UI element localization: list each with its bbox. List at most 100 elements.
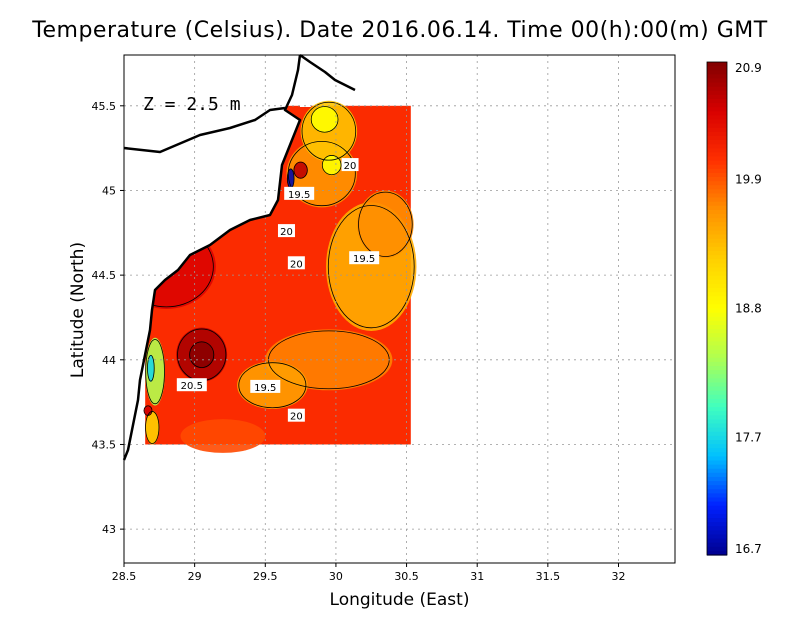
colorbar-segment [707, 246, 727, 252]
contour-label-box [349, 251, 380, 265]
colorbar-segment [707, 423, 727, 429]
colorbar-segment [707, 70, 727, 75]
colorbar-segment [707, 345, 727, 351]
colorbar-segment [707, 398, 727, 404]
coastline-path [123, 106, 286, 154]
colorbar-segment [707, 452, 727, 457]
colorbar-segment [707, 259, 727, 264]
colorbar-segment [707, 107, 727, 112]
colorbar-segment [707, 509, 727, 515]
colorbar-segment [707, 152, 727, 158]
contour-line [321, 155, 342, 176]
field-feature [310, 105, 339, 133]
colorbar-segment [707, 197, 727, 203]
colorbar-segment [707, 140, 727, 145]
y-tick-label: 45 [102, 184, 116, 197]
colorbar-tick-label: 19.9 [735, 172, 762, 186]
colorbar-segment [707, 144, 727, 149]
colorbar-segment [707, 353, 727, 359]
colorbar-segment [707, 185, 727, 190]
contour-label-box [287, 408, 305, 422]
y-tick-label: 43.5 [92, 438, 117, 451]
colorbar-segment [707, 316, 727, 322]
x-tick-label: 32 [611, 570, 625, 583]
contour-label-box [250, 379, 281, 393]
x-tick-label: 30.5 [394, 570, 419, 583]
colorbar-segment [707, 234, 727, 240]
colorbar-segment [707, 205, 727, 211]
field-feature [143, 405, 153, 416]
colorbar-segment [707, 218, 727, 223]
colorbar-tick-label: 18.8 [735, 302, 762, 316]
colorbar-segment [707, 172, 727, 178]
colorbar-segment [707, 464, 727, 470]
colorbar-segment [707, 407, 727, 412]
colorbar-segment [707, 431, 727, 437]
colorbar-segment [707, 357, 727, 363]
coastline [122, 53, 356, 461]
chart-title: Temperature (Celsius). Date 2016.06.14. … [32, 18, 768, 43]
colorbar-segment [707, 542, 727, 548]
colorbar-segment [707, 300, 727, 305]
plot-frame [123, 54, 676, 564]
field-feature [180, 419, 266, 453]
colorbar-segment [707, 90, 727, 96]
contour-line [358, 191, 413, 257]
colorbar-segment [707, 370, 727, 375]
colorbar-segment [707, 493, 727, 499]
y-tick-label: 44 [102, 354, 116, 367]
colorbar-segment [707, 82, 727, 88]
field-feature [145, 410, 160, 445]
colorbar-segment [707, 127, 727, 133]
colorbar-segment [707, 304, 727, 310]
x-tick-label: 29 [188, 570, 202, 583]
colorbar-segment [707, 448, 727, 453]
contour-label: 19.5 [254, 383, 276, 394]
colorbar-segment [707, 526, 727, 531]
colorbar-segment [707, 119, 727, 125]
colorbar-segment [707, 341, 727, 347]
colorbar-segment [707, 115, 727, 121]
contour-label-box [277, 224, 295, 238]
colorbar-segment [707, 148, 727, 153]
colorbar-segment [707, 222, 727, 227]
colorbar-segment [707, 312, 727, 318]
coastline-path [122, 54, 302, 461]
contour-line [301, 101, 357, 161]
contour-label-box [284, 186, 315, 200]
contour-line [189, 341, 215, 368]
colorbar-segment [707, 103, 727, 108]
colorbar-segment [707, 386, 727, 392]
colorbar-segment [707, 485, 727, 490]
colorbar-segment [707, 209, 727, 215]
colorbar-segment [707, 481, 727, 486]
colorbar-segment [707, 226, 727, 232]
colorbar-segment [707, 435, 727, 441]
colorbar-segment [707, 518, 727, 523]
colorbar-segment [707, 230, 727, 236]
colorbar-segment [707, 242, 727, 248]
colorbar-segment [707, 193, 727, 199]
field-feature [145, 337, 165, 406]
colorbar-segment [707, 382, 727, 388]
colorbar-segment [707, 189, 727, 195]
colorbar-segment [707, 489, 727, 494]
colorbar-segment [707, 308, 727, 314]
contour-label-box [341, 158, 359, 172]
y-ticks: 43 43.5 44 44.5 45 45.5 [92, 100, 124, 536]
colorbar-segment [707, 415, 727, 421]
colorbar-segment [707, 263, 727, 269]
colorbar-segment [707, 98, 727, 104]
colorbar-segment [707, 505, 727, 511]
colorbar-segment [707, 168, 727, 174]
contour-labels: 20 19.5 20 20 19.5 20.5 19.5 20 [176, 158, 380, 423]
colorbar-segment [707, 460, 727, 466]
colorbar-segment [707, 250, 727, 256]
colorbar-segment [707, 476, 727, 482]
colorbar-segment [707, 275, 727, 281]
colorbar-tick-label: 17.7 [735, 431, 762, 445]
colorbar-segment [707, 255, 727, 260]
colorbar-segment [707, 123, 727, 129]
colorbar-segment [707, 468, 727, 474]
field-feature [188, 341, 215, 369]
